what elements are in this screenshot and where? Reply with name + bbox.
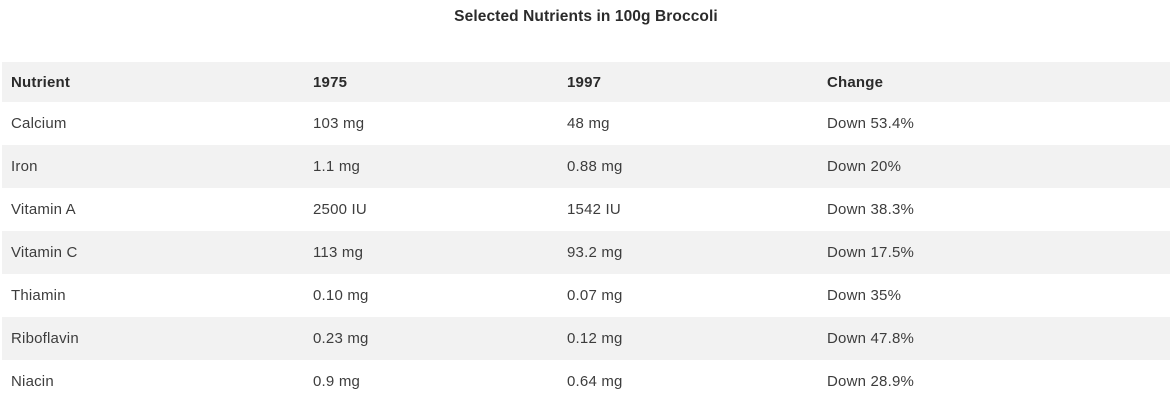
cell-change: Down 28.9% [818, 360, 1170, 403]
cell-nutrient: Vitamin C [2, 231, 304, 274]
cell-1997: 1542 IU [558, 188, 818, 231]
table-row: Riboflavin 0.23 mg 0.12 mg Down 47.8% [2, 317, 1170, 360]
cell-nutrient: Niacin [2, 360, 304, 403]
page-title: Selected Nutrients in 100g Broccoli [454, 8, 718, 25]
column-header-1997: 1997 [558, 62, 818, 102]
table-row: Thiamin 0.10 mg 0.07 mg Down 35% [2, 274, 1170, 317]
cell-1997: 93.2 mg [558, 231, 818, 274]
cell-nutrient: Iron [2, 145, 304, 188]
table-row: Vitamin C 113 mg 93.2 mg Down 17.5% [2, 231, 1170, 274]
cell-1975: 2500 IU [304, 188, 558, 231]
cell-1997: 0.12 mg [558, 317, 818, 360]
table-row: Vitamin A 2500 IU 1542 IU Down 38.3% [2, 188, 1170, 231]
cell-change: Down 20% [818, 145, 1170, 188]
cell-nutrient: Calcium [2, 102, 304, 145]
cell-1997: 0.64 mg [558, 360, 818, 403]
table-row: Calcium 103 mg 48 mg Down 53.4% [2, 102, 1170, 145]
cell-change: Down 17.5% [818, 231, 1170, 274]
cell-change: Down 38.3% [818, 188, 1170, 231]
table-row: Niacin 0.9 mg 0.64 mg Down 28.9% [2, 360, 1170, 403]
cell-1975: 113 mg [304, 231, 558, 274]
cell-1997: 0.07 mg [558, 274, 818, 317]
cell-change: Down 53.4% [818, 102, 1170, 145]
cell-nutrient: Thiamin [2, 274, 304, 317]
cell-nutrient: Vitamin A [2, 188, 304, 231]
column-header-1975: 1975 [304, 62, 558, 102]
cell-1997: 48 mg [558, 102, 818, 145]
cell-1975: 0.23 mg [304, 317, 558, 360]
cell-1997: 0.88 mg [558, 145, 818, 188]
nutrients-table: Nutrient 1975 1997 Change Calcium 103 mg 4… [2, 62, 1170, 403]
column-header-nutrient: Nutrient [2, 62, 304, 102]
column-header-change: Change [818, 62, 1170, 102]
table-header-row: Nutrient 1975 1997 Change [2, 62, 1170, 102]
cell-1975: 0.10 mg [304, 274, 558, 317]
cell-1975: 0.9 mg [304, 360, 558, 403]
cell-change: Down 35% [818, 274, 1170, 317]
cell-1975: 1.1 mg [304, 145, 558, 188]
table-row: Iron 1.1 mg 0.88 mg Down 20% [2, 145, 1170, 188]
cell-change: Down 47.8% [818, 317, 1170, 360]
table-body: Calcium 103 mg 48 mg Down 53.4% Iron 1.1 mg 0.… [2, 102, 1170, 403]
cell-1975: 103 mg [304, 102, 558, 145]
cell-nutrient: Riboflavin [2, 317, 304, 360]
